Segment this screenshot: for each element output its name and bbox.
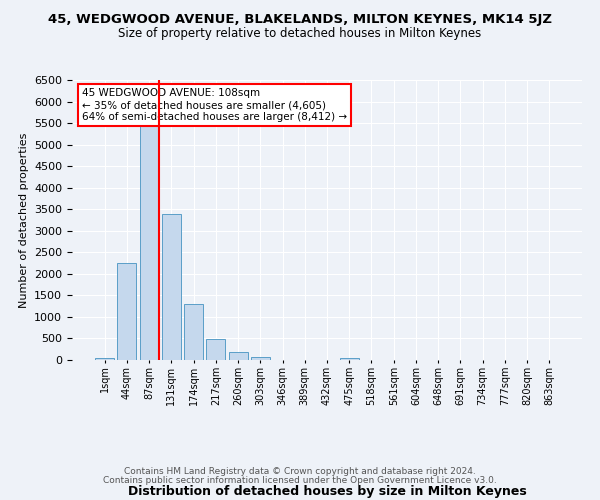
Bar [229, 352, 248, 360]
Bar [251, 357, 270, 360]
Text: 45, WEDGWOOD AVENUE, BLAKELANDS, MILTON KEYNES, MK14 5JZ: 45, WEDGWOOD AVENUE, BLAKELANDS, MILTON … [48, 12, 552, 26]
Bar [184, 304, 203, 360]
Bar [206, 340, 225, 360]
Text: Contains HM Land Registry data © Crown copyright and database right 2024.: Contains HM Land Registry data © Crown c… [124, 467, 476, 476]
Text: Contains public sector information licensed under the Open Government Licence v3: Contains public sector information licen… [103, 476, 497, 485]
Text: Distribution of detached houses by size in Milton Keynes: Distribution of detached houses by size … [128, 484, 526, 498]
Bar [340, 358, 359, 360]
Bar [162, 214, 181, 360]
Y-axis label: Number of detached properties: Number of detached properties [19, 132, 29, 308]
Text: 45 WEDGWOOD AVENUE: 108sqm
← 35% of detached houses are smaller (4,605)
64% of s: 45 WEDGWOOD AVENUE: 108sqm ← 35% of deta… [82, 88, 347, 122]
Bar [95, 358, 114, 360]
Bar [118, 263, 136, 360]
Bar [140, 125, 158, 360]
Text: Size of property relative to detached houses in Milton Keynes: Size of property relative to detached ho… [118, 28, 482, 40]
